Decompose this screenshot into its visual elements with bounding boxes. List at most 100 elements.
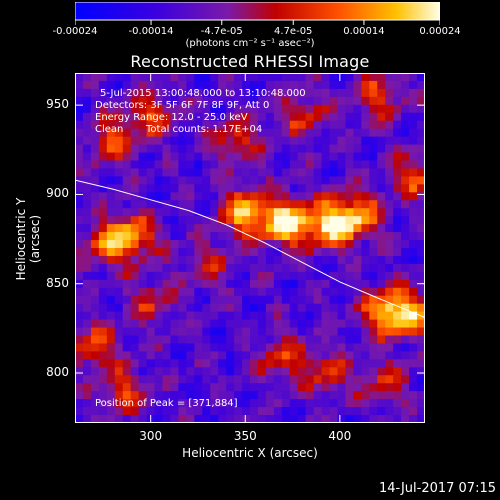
heatmap-cell — [106, 263, 116, 273]
heatmap-cell — [273, 240, 283, 249]
heatmap-cell — [242, 335, 251, 345]
heatmap-cell — [297, 359, 307, 368]
heatmap-cell — [98, 367, 108, 376]
heatmap-cell — [305, 168, 315, 177]
heatmap-cell — [313, 248, 323, 257]
heatmap-cell — [337, 224, 347, 233]
heatmap-cell — [377, 263, 386, 273]
heatmap-cell — [202, 415, 211, 423]
heatmap-cell — [138, 335, 148, 345]
heatmap-cell — [130, 184, 140, 193]
heatmap-cell — [401, 383, 410, 392]
heatmap-cell — [329, 168, 339, 177]
heatmap-cell — [194, 343, 203, 352]
heatmap-cell — [178, 232, 187, 241]
heatmap-cell — [250, 136, 259, 146]
heatmap-cell — [242, 279, 251, 289]
heatmap-cell — [313, 88, 323, 98]
heatmap-cell — [289, 152, 299, 162]
heatmap-cell — [401, 303, 410, 313]
heatmap-cell — [178, 104, 187, 114]
heatmap-cell — [353, 120, 362, 130]
heatmap-cell — [337, 232, 347, 241]
heatmap-cell — [417, 144, 425, 154]
heatmap-cell — [281, 383, 291, 392]
y-axis-label: Heliocentric Y (arcsec) — [14, 197, 42, 281]
heatmap-cell — [297, 216, 307, 225]
heatmap-cell — [289, 375, 299, 384]
heatmap-cell — [202, 208, 211, 217]
heatmap-cell — [353, 375, 362, 384]
heatmap-cell — [75, 240, 84, 249]
heatmap-cell — [98, 192, 108, 201]
heatmap-cell — [146, 168, 156, 177]
heatmap-cell — [401, 160, 410, 170]
heatmap-cell — [353, 112, 362, 122]
colorbar-tick-label: 0.00014 — [343, 26, 385, 37]
heatmap-cell — [409, 248, 418, 257]
heatmap-cell — [186, 80, 195, 90]
heatmap-cell — [265, 303, 275, 313]
heatmap-cell — [337, 240, 347, 249]
heatmap-cell — [337, 399, 347, 408]
heatmap-cell — [297, 168, 307, 177]
heatmap-cell — [98, 375, 108, 384]
heatmap-cell — [194, 104, 203, 114]
heatmap-cell — [250, 367, 259, 376]
heatmap-cell — [194, 128, 203, 138]
heatmap-cell — [321, 359, 331, 368]
heatmap-cell — [234, 88, 243, 98]
heatmap-cell — [297, 224, 307, 233]
heatmap-cell — [377, 160, 386, 170]
heatmap-cell — [146, 287, 156, 297]
heatmap-cell — [194, 407, 203, 416]
heatmap-cell — [257, 319, 267, 329]
heatmap-cell — [250, 375, 259, 384]
heatmap-cell — [273, 208, 283, 217]
heatmap-cell — [114, 399, 124, 408]
heatmap-cell — [289, 104, 299, 114]
heatmap-cell — [178, 128, 187, 138]
heatmap-cell — [218, 343, 227, 352]
heatmap-cell — [114, 263, 124, 273]
heatmap-cell — [146, 255, 156, 265]
heatmap-cell — [82, 184, 92, 193]
heatmap-cell — [146, 327, 156, 337]
heatmap-cell — [186, 200, 195, 209]
heatmap-cell — [321, 120, 331, 130]
heatmap-cell — [281, 311, 291, 321]
heatmap-cell — [393, 415, 402, 423]
heatmap-cell — [178, 287, 187, 297]
heatmap-cell — [337, 216, 347, 225]
heatmap-cell — [170, 152, 179, 162]
heatmap-cell — [210, 383, 219, 392]
heatmap-cell — [321, 96, 331, 106]
heatmap-cell — [162, 327, 172, 337]
heatmap-cell — [305, 104, 315, 114]
heatmap-cell — [98, 80, 108, 90]
heatmap-cell — [393, 263, 402, 273]
heatmap-cell — [146, 367, 156, 376]
heatmap-cell — [329, 383, 339, 392]
heatmap-cell — [75, 224, 84, 233]
heatmap-cell — [194, 80, 203, 90]
heatmap-cell — [257, 375, 267, 384]
heatmap-cell — [305, 263, 315, 273]
heatmap-cell — [250, 351, 259, 360]
heatmap-cell — [98, 208, 108, 217]
heatmap-cell — [106, 168, 116, 177]
heatmap-cell — [106, 271, 116, 281]
heatmap-cell — [162, 351, 172, 360]
heatmap-cell — [242, 399, 251, 408]
heatmap-cell — [329, 415, 339, 423]
heatmap-cell — [138, 311, 148, 321]
heatmap-cell — [98, 224, 108, 233]
heatmap-cell — [409, 367, 418, 376]
heatmap-cell — [162, 240, 172, 249]
colorbar-tick-label: -0.00024 — [52, 26, 98, 37]
heatmap-cell — [90, 303, 100, 313]
heatmap-cell — [321, 80, 331, 90]
heatmap-cell — [82, 232, 92, 241]
heatmap-cell — [234, 176, 243, 185]
heatmap-cell — [162, 303, 172, 313]
